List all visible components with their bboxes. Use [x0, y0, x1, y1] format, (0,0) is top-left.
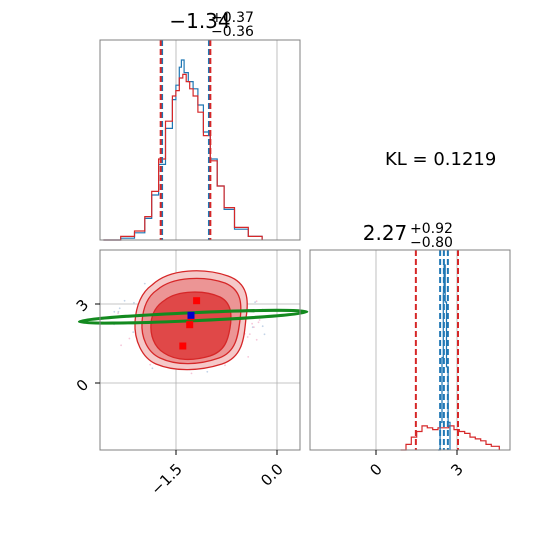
scatter-point [151, 367, 154, 370]
marker-5 [187, 311, 195, 319]
y-axis-ticks [95, 303, 100, 384]
scatter-point [263, 333, 266, 336]
panel-frame [99, 39, 301, 241]
scatter-point [254, 301, 256, 304]
panel-bottom-right: 0 3 [309, 249, 511, 480]
panel-top-left [99, 39, 301, 241]
top-left-title-sup: +0.37 [211, 10, 254, 26]
scatter-point [128, 337, 131, 340]
x-tick-label: 0.0 [257, 460, 287, 490]
scatter-point [258, 319, 261, 321]
scatter-point [255, 338, 258, 341]
scatter-point [261, 325, 264, 328]
scatter-point [132, 331, 135, 333]
x-axis-ticks [175, 450, 278, 455]
kl-annotation: KL = 0.1219 [385, 149, 496, 170]
scatter-point [253, 326, 255, 328]
scatter-point [118, 307, 121, 310]
marker-1 [193, 297, 201, 305]
title-value: 2.27 [363, 221, 408, 245]
scatter-point [149, 363, 152, 366]
histogram-series-group [103, 59, 263, 241]
y-tick-label: 0 [73, 376, 92, 395]
histogram-series-1 [103, 59, 263, 241]
histogram-series-2 [103, 73, 263, 241]
scatter-point [248, 333, 251, 335]
scatter-point [143, 282, 146, 285]
scatter-point [113, 310, 116, 313]
scatter-point [251, 322, 254, 325]
scatter-point [120, 344, 122, 347]
scatter-point [123, 299, 126, 302]
top-left-title: −1.34 [169, 9, 230, 33]
bottom-right-title-sub: −0.80 [410, 235, 453, 251]
scatter-point [206, 370, 209, 373]
scatter-point [190, 372, 193, 375]
bottom-right-title: 2.27 [363, 221, 408, 245]
scatter-point [255, 300, 258, 303]
scatter-point [257, 321, 260, 324]
panel-bottom-left: −1.5 0.0 3 0 [73, 249, 309, 499]
marker-2 [186, 321, 194, 329]
y-tick-label: 3 [73, 296, 92, 315]
panel-frame [309, 249, 511, 451]
x-tick-label: 0 [366, 460, 385, 479]
scatter-point [246, 336, 249, 338]
x-tick-label: −1.5 [147, 460, 185, 498]
top-left-title-sub: −0.36 [211, 24, 254, 40]
marker-group [179, 297, 201, 350]
quantile-lines-group [159, 40, 212, 240]
bottom-right-title-sup: +0.92 [410, 221, 453, 237]
scatter-point [247, 356, 250, 358]
marker-3 [179, 342, 187, 350]
scatter-point [224, 364, 226, 367]
x-axis-ticks [375, 450, 458, 455]
title-value: −1.34 [169, 9, 230, 33]
scatter-point [133, 301, 135, 304]
panel-frame [99, 249, 301, 451]
quantile-lines-group [414, 250, 459, 450]
x-tick-label: 3 [447, 460, 466, 479]
scatter-point [117, 312, 119, 314]
